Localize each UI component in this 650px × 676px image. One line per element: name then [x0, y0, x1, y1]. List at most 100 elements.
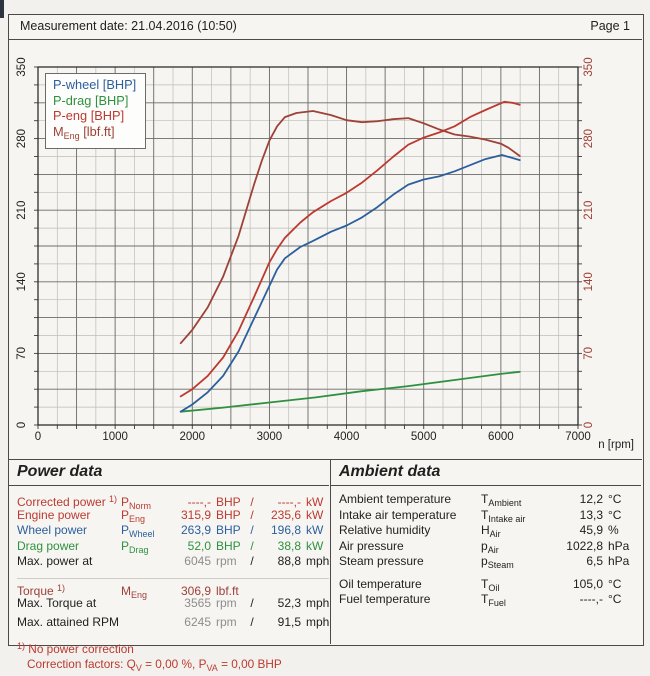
- row-symbol: HAir: [481, 523, 547, 543]
- row-slash: /: [250, 538, 254, 553]
- text-segment: Ambient temperature: [339, 492, 452, 506]
- ambient-data-table: Ambient data Ambient temperature TAmbient…: [331, 460, 641, 608]
- row-label: Intake air temperature: [339, 508, 481, 524]
- row-value-1: 306,9: [180, 583, 211, 598]
- legend-entry: MEng [lbf.ft]: [53, 124, 136, 145]
- power-data-title: Power data: [9, 460, 329, 486]
- row-unit-2: mph: [306, 596, 330, 610]
- row-label: Air pressure: [339, 539, 481, 555]
- scan-artifact: [0, 0, 4, 18]
- text-segment: P: [121, 538, 130, 553]
- table-row: Steam pressure pSteam 6,5 hPa: [339, 554, 641, 570]
- row-slash: /: [250, 596, 254, 610]
- table-row: Ambient temperature TAmbient 12,2 °C: [339, 492, 641, 508]
- row-unit-1: BHP: [216, 495, 241, 509]
- text-segment: p: [481, 554, 488, 568]
- text-segment: P-drag [BHP]: [53, 92, 129, 108]
- y-axis-right-tick-label: 70: [583, 347, 595, 360]
- row-unit-1: BHP: [216, 507, 241, 522]
- text-segment: Oil temperature: [339, 576, 422, 591]
- text-segment: P: [121, 523, 130, 537]
- row-label: Steam pressure: [339, 554, 481, 570]
- table-row: Engine power PEng 315,9 BHP / 235,6 kW: [17, 508, 329, 524]
- row-symbol: PNorm: [121, 495, 167, 515]
- text-segment: Oil: [488, 582, 500, 593]
- text-segment: 1): [57, 582, 66, 593]
- y-axis-right-tick-label: 0: [583, 422, 595, 428]
- row-value-1: 263,9: [180, 523, 211, 537]
- text-segment: Fuel: [488, 598, 506, 608]
- text-segment: [lbf.ft]: [79, 123, 115, 139]
- row-symbol: TFuel: [481, 592, 547, 612]
- row-symbol: PWheel: [121, 523, 167, 543]
- table-row: Max. power at 6045 rpm / 88,8 mph: [17, 554, 329, 570]
- text-segment: 1): [17, 641, 26, 651]
- row-symbol: pAir: [481, 539, 547, 559]
- text-segment: P-eng [BHP]: [53, 108, 125, 123]
- x-axis-tick-label: 4000: [334, 431, 360, 443]
- table-row: Corrected power 1) PNorm ----,- BHP / ----,- k…: [17, 492, 329, 511]
- row-value-1: 52,0: [187, 538, 211, 553]
- text-segment: Relative humidity: [339, 523, 431, 537]
- text-segment: Eng: [131, 589, 148, 600]
- table-row: Relative humidity HAir 45,9%: [339, 523, 641, 539]
- text-segment: Corrected power: [17, 495, 110, 509]
- text-segment: P: [121, 507, 130, 522]
- text-segment: Ambient: [488, 498, 522, 508]
- y-axis-left-tick-label: 0: [16, 422, 28, 428]
- row-slash: /: [250, 554, 254, 568]
- power-data-rows: Corrected power 1) PNorm ----,- BHP / ----,- k…: [9, 486, 329, 630]
- measurement-date: Measurement date: 21.04.2016 (10:50): [20, 19, 237, 33]
- text-segment: Engine power: [17, 507, 91, 522]
- text-segment: H: [481, 523, 490, 537]
- text-segment: p: [481, 538, 488, 553]
- y-axis-right-tick-label: 140: [583, 272, 595, 291]
- row-value-1: 6045: [184, 554, 211, 568]
- table-row: Air pressure pAir 1022,8 hPa: [339, 539, 641, 555]
- row-unit: hPa: [608, 554, 630, 568]
- y-axis-left-tick-label: 280: [16, 129, 28, 148]
- row-value-2: ----,-: [277, 495, 301, 509]
- row-unit-1: BHP: [216, 523, 241, 537]
- row-value-2: 88,8: [277, 554, 301, 568]
- text-segment: Max. attained RPM: [17, 614, 120, 629]
- y-axis-right-tick-label: 280: [583, 129, 595, 148]
- text-segment: Norm: [129, 501, 152, 511]
- x-axis-tick-label: 0: [35, 431, 41, 443]
- text-segment: No power correction: [25, 642, 134, 656]
- row-label: Oil temperature: [339, 577, 481, 593]
- row-unit-1: lbf.ft: [216, 583, 239, 598]
- text-segment: Torque: [17, 583, 58, 598]
- text-segment: = 0,00 BHP: [217, 657, 282, 671]
- y-axis-left-tick-label: 210: [16, 201, 28, 220]
- table-row: Fuel temperature TFuel ----,- °C: [339, 592, 641, 608]
- divider: [8, 459, 642, 460]
- row-label: Max. Torque at: [17, 596, 121, 612]
- row-unit-2: kW: [306, 538, 324, 553]
- x-axis-tick-label: 3000: [257, 431, 283, 443]
- row-slash: /: [250, 523, 254, 537]
- row-label: Max. attained RPM: [17, 615, 121, 631]
- row-unit-2: kW: [306, 495, 324, 509]
- row-unit-2: kW: [306, 523, 324, 537]
- ambient-data-title: Ambient data: [331, 460, 641, 486]
- row-value-1: 6245: [184, 614, 211, 629]
- text-segment: Drag: [129, 544, 149, 555]
- series-p-drag: [179, 370, 521, 413]
- text-segment: Correction factors: Q: [27, 657, 136, 671]
- x-axis-label: n [rpm]: [598, 439, 634, 451]
- row-value-2: 91,5: [277, 614, 301, 629]
- x-axis-tick-label: 5000: [411, 431, 437, 443]
- row-label: Corrected power 1): [17, 492, 121, 511]
- text-segment: = 0,00 %, P: [141, 657, 207, 671]
- text-segment: 1): [109, 494, 118, 504]
- text-segment: Intake air temperature: [339, 507, 457, 522]
- y-axis-left-tick-label: 140: [16, 272, 28, 291]
- text-segment: Air: [489, 529, 501, 539]
- table-row: Drag power PDrag 52,0 BHP / 38,8 kW: [17, 539, 329, 555]
- footnote: 1) No power correction: [17, 639, 329, 657]
- row-value-1: ----,-: [187, 495, 211, 509]
- row-symbol: TIntake air: [481, 508, 547, 528]
- text-segment: T: [481, 507, 489, 522]
